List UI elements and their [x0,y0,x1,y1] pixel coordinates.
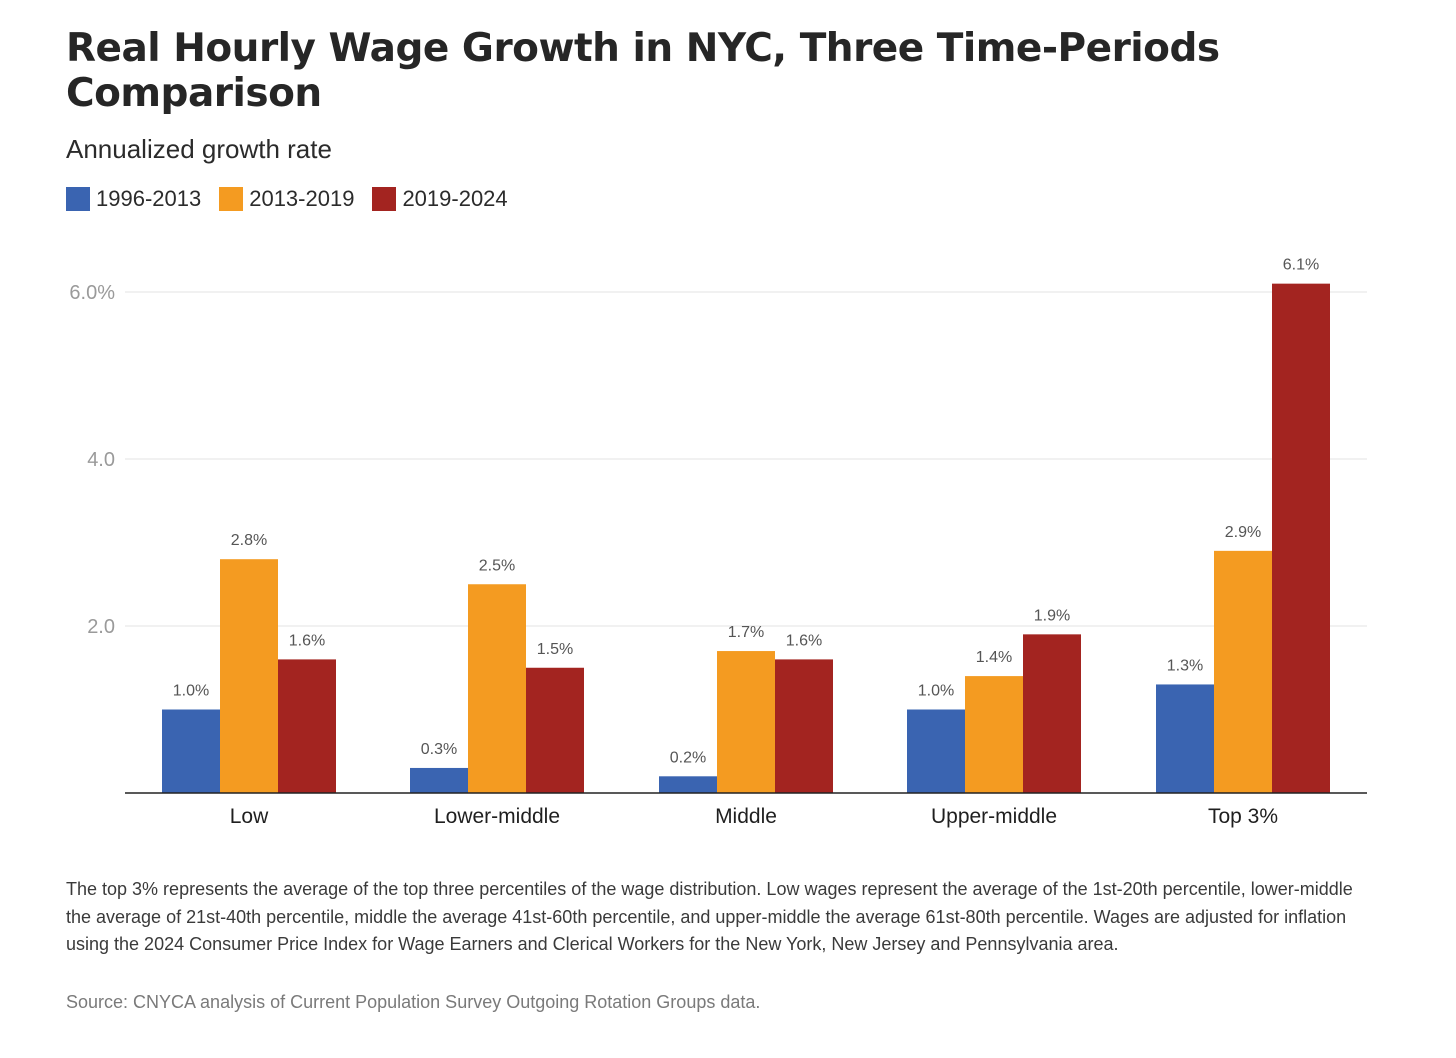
y-tick-label: 4.0 [87,449,115,471]
bar [1214,550,1272,793]
chart-subtitle: Annualized growth rate [66,134,332,164]
data-label: 6.1% [1283,257,1319,274]
data-label: 0.2% [670,749,706,766]
data-label: 1.0% [918,683,954,700]
legend-item-2019-2024: 2019-2024 [372,186,508,212]
chart-source: Source: CNYCA analysis of Current Popula… [66,992,761,1012]
bar [659,776,717,793]
x-category-label: Lower-middle [434,805,560,828]
legend: 1996-2013 2013-2019 2019-2024 [66,186,526,212]
bar [717,651,775,793]
bar [1156,684,1214,793]
x-category-label: Top 3% [1208,805,1278,828]
bar-chart: 2.0 4.0 6.0% 1.0% 2.8% 1.6% Low 0.3% 2.5% 1.5% Low… [69,257,1367,828]
legend-label-2019-2024: 2019-2024 [402,186,508,211]
legend-item-2013-2019: 2013-2019 [219,186,354,212]
legend-swatch-1996-2013 [66,187,90,211]
legend-label-1996-2013: 1996-2013 [96,186,202,211]
bar [775,659,833,793]
data-label: 2.5% [479,557,515,574]
data-label: 1.4% [976,649,1012,666]
data-label: 2.8% [231,532,267,549]
x-category-label: Low [230,805,269,828]
chart-footnote: The top 3% represents the average of the… [66,879,1353,954]
legend-item-1996-2013: 1996-2013 [66,186,201,212]
x-category-label: Middle [715,805,777,828]
data-label: 1.6% [289,632,325,649]
bar [410,767,468,793]
data-label: 1.9% [1034,607,1070,624]
x-category-label: Upper-middle [931,805,1057,828]
bar [526,667,584,793]
bar [907,709,965,793]
bar [1023,634,1081,793]
bar [1272,283,1330,793]
data-label: 1.5% [537,641,573,658]
bar [468,584,526,793]
legend-swatch-2013-2019 [219,187,244,211]
bar [162,709,220,793]
data-label: 1.0% [173,683,209,700]
data-label: 1.6% [786,632,822,649]
y-tick-label: 2.0 [87,616,115,638]
legend-label-2013-2019: 2013-2019 [249,186,355,211]
bar [220,559,278,793]
legend-swatch-2019-2024 [372,187,397,211]
bar [278,659,336,793]
bar [965,676,1023,793]
data-label: 1.7% [728,624,764,641]
data-label: 2.9% [1225,524,1261,541]
y-tick-label: 6.0% [69,282,115,304]
data-label: 0.3% [421,741,457,758]
data-label: 1.3% [1167,657,1203,674]
chart-title: Real Hourly Wage Growth in NYC, Three Ti… [66,26,1220,116]
